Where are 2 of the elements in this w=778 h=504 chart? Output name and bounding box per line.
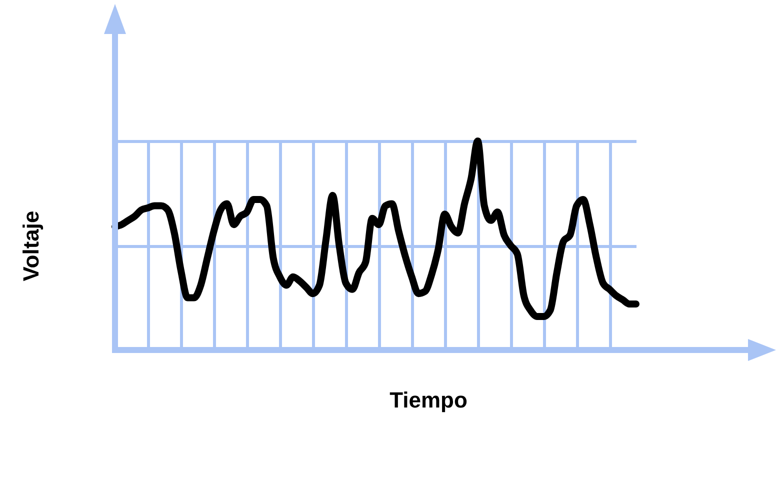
x-axis-title: Tiempo	[390, 388, 468, 412]
y-axis-title: Voltaje	[18, 210, 44, 282]
